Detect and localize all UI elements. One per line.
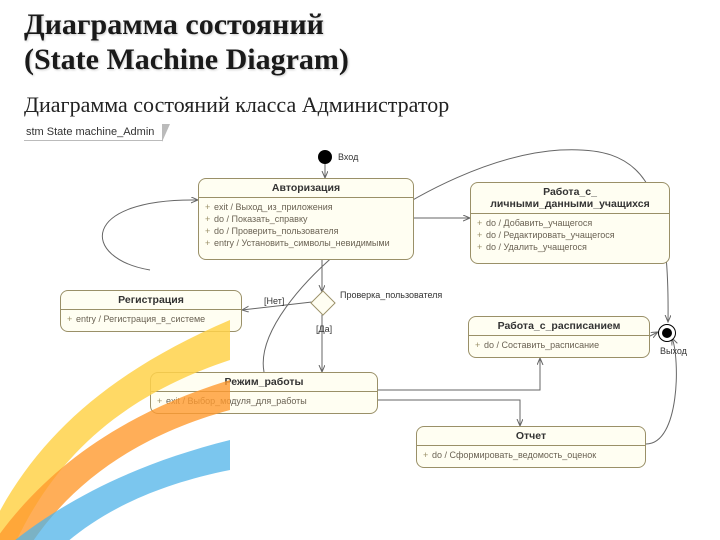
final-state [658,324,676,342]
decision-node [310,290,335,315]
state-auth-line: +entry / Установить_символы_невидимыми [205,237,407,249]
initial-state [318,150,332,164]
state-mode-line: +exit / Выбор_модуля_для_работы [157,395,371,407]
state-report-line: +do / Сформировать_ведомость_оценок [423,449,639,461]
page-subtitle: Диаграмма состояний класса Администратор [24,92,449,118]
state-registration: Регистрация +entry / Регистрация_в_систем… [60,290,242,332]
state-students-line: +do / Редактировать_учащегося [477,229,663,241]
guard-no: [Нет] [264,296,284,306]
state-students-body: +do / Добавить_учащегося+do / Редактиров… [471,214,669,256]
state-report: Отчет +do / Сформировать_ведомость_оценок [416,426,646,468]
state-schedule: Работа_с_расписанием +do / Составить_расп… [468,316,650,358]
state-auth-body: +exit / Выход_из_приложения+do / Показат… [199,198,413,253]
page-title: Диаграмма состояний (State Machine Diagr… [24,8,349,77]
decision-label: Проверка_пользователя [340,290,442,300]
state-students: Работа_с_ личными_данными_учащихся+do / … [470,182,670,264]
state-diagram: Вход Выход Проверка_пользователя [Нет] [… [20,138,700,520]
guard-yes: [Да] [316,324,332,334]
state-mode-body: +exit / Выбор_модуля_для_работы [151,392,377,410]
title-line1: Диаграмма состояний [24,8,324,41]
state-auth-title: Авторизация [199,179,413,198]
state-registration-title: Регистрация [61,291,241,310]
state-registration-line: +entry / Регистрация_в_системе [67,313,235,325]
entry-label: Вход [338,152,358,162]
state-mode-title: Режим_работы [151,373,377,392]
state-registration-body: +entry / Регистрация_в_системе [61,310,241,328]
state-students-line: +do / Добавить_учащегося [477,217,663,229]
state-students-title: Работа_с_ личными_данными_учащихся [471,183,669,214]
state-auth-line: +exit / Выход_из_приложения [205,201,407,213]
state-auth-line: +do / Проверить_пользователя [205,225,407,237]
state-schedule-line: +do / Составить_расписание [475,339,643,351]
title-line2: (State Machine Diagram) [24,43,349,76]
state-schedule-body: +do / Составить_расписание [469,336,649,354]
exit-label: Выход [660,346,687,356]
state-mode: Режим_работы +exit / Выбор_модуля_для_раб… [150,372,378,414]
state-students-line: +do / Удалить_учащегося [477,241,663,253]
state-auth: Авторизация+exit / Выход_из_приложения+d… [198,178,414,260]
state-report-title: Отчет [417,427,645,446]
state-report-body: +do / Сформировать_ведомость_оценок [417,446,645,464]
state-schedule-title: Работа_с_расписанием [469,317,649,336]
state-auth-line: +do / Показать_справку [205,213,407,225]
